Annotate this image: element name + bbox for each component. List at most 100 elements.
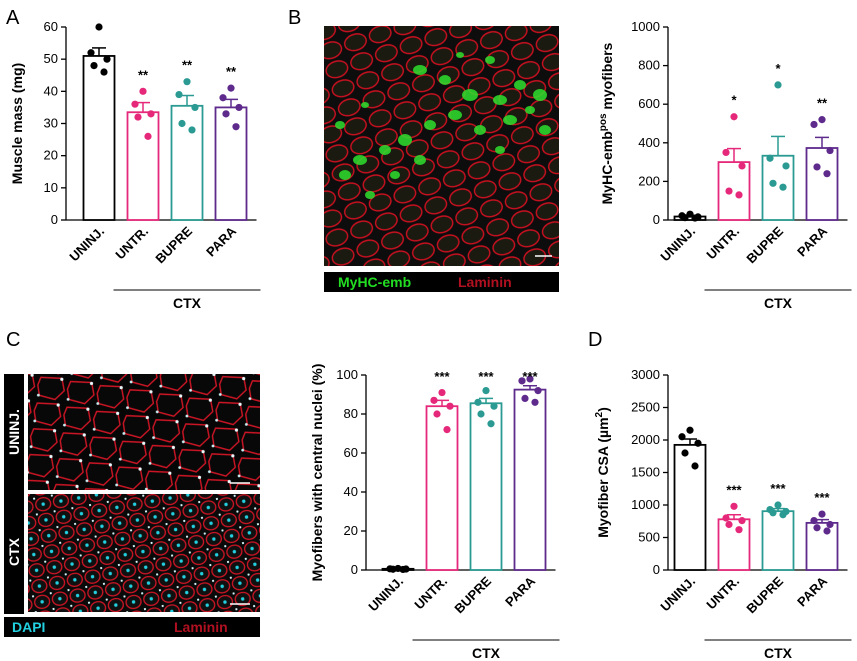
data-point-a-0 (90, 62, 98, 70)
y-tick-label-b: 800 (638, 58, 660, 73)
micrograph-myhc-emb-laminin (324, 26, 559, 266)
y-axis-label-d: Myofiber CSA (µm2) (594, 407, 611, 538)
x-tick-label-a-1: UNTR. (112, 224, 151, 263)
ctx-label-c: CTX (472, 645, 501, 661)
data-point-b-3 (813, 163, 821, 171)
data-point-c-1 (443, 426, 451, 434)
x-tick-label-b-2: BUPRE (743, 223, 786, 266)
data-point-b-1 (725, 187, 733, 195)
data-point-d-0 (678, 433, 686, 441)
chart-b: 0 200 400 600 800 1000 MyHC-embpos myofibers UN… (598, 19, 852, 311)
y-tick-label-d: 0 (653, 562, 660, 577)
bar-a-0 (82, 55, 116, 221)
bar-c-2 (469, 402, 503, 571)
chart-d: 0 500 1000 1500 2000 2500 3000 Myofiber CSA (µm… (594, 367, 852, 661)
data-point-b-0 (681, 214, 689, 222)
data-point-a-2 (183, 78, 191, 86)
y-tick-label-c: 40 (344, 484, 358, 499)
data-point-b-3 (826, 146, 834, 155)
y-tick-label-a: 50 (44, 51, 58, 66)
data-point-b-1 (722, 148, 730, 157)
panel-label-c: C (6, 329, 20, 351)
micrograph-b-legend: MyHC-emb Laminin (324, 272, 559, 292)
x-tick-label-c-0: UNINJ. (365, 574, 406, 615)
data-point-b-0 (691, 214, 699, 222)
data-point-a-0 (87, 49, 95, 57)
data-point-c-2 (477, 410, 485, 418)
data-point-d-1 (738, 517, 746, 525)
data-point-b-1 (738, 162, 746, 170)
x-tick-label-b-1: UNTR. (703, 224, 742, 263)
significance-b-2: * (775, 61, 781, 76)
x-tick-label-c-1: UNTR. (411, 574, 450, 613)
data-point-c-1 (430, 396, 438, 404)
data-point-a-2 (191, 103, 199, 112)
significance-a-1: ** (138, 67, 149, 82)
y-tick-label-d: 3000 (631, 367, 660, 382)
chart-a: 0 10 20 30 40 50 60 Muscle mass (mg) UNINJ. ** UNT… (9, 19, 261, 311)
y-axis-label-b: MyHC-embpos myofibers (598, 42, 615, 204)
x-tick-label-d-2: BUPRE (743, 573, 786, 616)
data-point-a-1 (139, 87, 147, 95)
y-tick-label-c: 60 (344, 445, 358, 460)
bar-d-2 (761, 510, 795, 571)
micrograph-c: UNINJ. CTX DAPI Laminin (4, 374, 260, 637)
data-point-b-3 (810, 120, 818, 129)
data-point-d-3 (826, 520, 834, 529)
data-point-c-0 (399, 565, 407, 574)
y-tick-label-a: 40 (44, 83, 58, 98)
data-point-b-3 (823, 170, 831, 178)
significance-b-3: ** (817, 96, 828, 111)
data-point-c-3 (531, 398, 539, 406)
y-tick-label-c: 100 (336, 367, 358, 382)
significance-d-2: *** (770, 481, 786, 496)
y-tick-label-a: 20 (44, 148, 58, 163)
x-tick-label-c-2: BUPRE (451, 573, 494, 616)
data-point-d-0 (681, 449, 689, 457)
data-point-d-1 (725, 520, 733, 529)
y-tick-label-a: 10 (44, 180, 58, 195)
data-point-c-2 (482, 387, 490, 395)
data-point-a-3 (227, 84, 235, 92)
y-tick-label-a: 60 (44, 19, 58, 34)
significance-d-3: *** (814, 490, 830, 505)
bar-a-1 (126, 111, 160, 221)
x-tick-label-d-1: UNTR. (703, 574, 742, 613)
legend-laminin-b: Laminin (458, 274, 512, 290)
data-point-d-0 (686, 426, 694, 434)
y-axis-label-c: Myofibers with central nuclei (%) (309, 364, 325, 582)
bar-a-3 (214, 106, 248, 221)
data-point-d-3 (813, 524, 821, 532)
data-point-d-3 (810, 517, 818, 525)
significance-c-2: *** (478, 369, 494, 384)
data-point-d-2 (774, 501, 782, 509)
significance-c-1: *** (434, 369, 450, 384)
panel-label-b: B (288, 7, 301, 29)
data-point-d-0 (691, 462, 699, 470)
chart-c: 0 20 40 60 80 100 Myofibers with central nucle… (309, 364, 560, 661)
data-point-d-1 (735, 526, 743, 534)
bar-b-3 (805, 147, 839, 221)
y-tick-label-b: 400 (638, 135, 660, 150)
y-tick-label-c: 80 (344, 406, 358, 421)
data-point-b-2 (782, 162, 790, 170)
bar-b-1 (717, 161, 751, 221)
data-point-b-2 (779, 183, 787, 191)
data-point-c-1 (446, 402, 454, 410)
data-point-c-3 (534, 387, 542, 395)
data-point-c-3 (518, 377, 526, 385)
y-tick-label-b: 0 (653, 212, 660, 227)
data-point-c-1 (433, 410, 441, 418)
data-point-b-0 (686, 210, 694, 218)
data-point-c-2 (474, 398, 482, 406)
data-point-d-2 (779, 511, 787, 519)
significance-a-3: ** (226, 64, 237, 79)
ctx-label-b: CTX (764, 295, 793, 311)
bar-a-2 (170, 104, 204, 221)
x-tick-label-a-2: BUPRE (152, 223, 195, 266)
data-point-d-3 (818, 510, 826, 518)
x-tick-label-b-0: UNINJ. (657, 224, 698, 265)
data-point-a-3 (235, 103, 243, 112)
data-point-a-0 (95, 23, 103, 31)
y-tick-label-d: 2500 (631, 400, 660, 415)
